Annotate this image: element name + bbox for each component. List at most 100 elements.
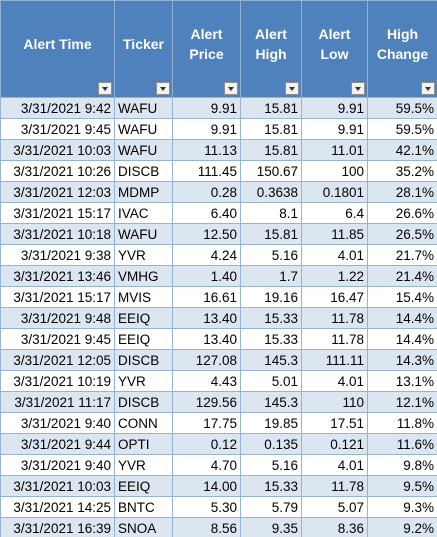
alert-time-cell[interactable]: 3/31/2021 10:19: [0, 370, 115, 392]
ticker-cell[interactable]: IVAC: [114, 202, 173, 224]
alert-high-cell[interactable]: 150.67: [240, 160, 302, 182]
ticker-cell[interactable]: VMHG: [114, 265, 173, 287]
alert-low-cell[interactable]: 1.22: [301, 265, 368, 287]
alert-low-cell[interactable]: 5.07: [301, 496, 368, 518]
alert-time-cell[interactable]: 3/31/2021 11:17: [0, 391, 115, 413]
alert-low-cell[interactable]: 8.36: [301, 517, 368, 537]
high-change-cell[interactable]: 14.3%: [367, 349, 437, 371]
alert-time-cell[interactable]: 3/31/2021 10:26: [0, 160, 115, 182]
high-change-cell[interactable]: 26.6%: [367, 202, 437, 224]
alert-price-cell[interactable]: 111.45: [172, 160, 241, 182]
ticker-cell[interactable]: YVR: [114, 454, 173, 476]
alert-time-cell[interactable]: 3/31/2021 16:39: [0, 517, 115, 537]
alert-price-cell[interactable]: 8.56: [172, 517, 241, 537]
alert-high-cell[interactable]: 19.85: [240, 412, 302, 434]
alert-time-cell[interactable]: 3/31/2021 12:03: [0, 181, 115, 203]
alert-price-cell[interactable]: 0.28: [172, 181, 241, 203]
alert-low-cell[interactable]: 9.91: [301, 97, 368, 119]
alert-price-cell[interactable]: 9.91: [172, 97, 241, 119]
alert-time-cell[interactable]: 3/31/2021 14:25: [0, 496, 115, 518]
alert-time-cell[interactable]: 3/31/2021 9:44: [0, 433, 115, 455]
alert-price-cell[interactable]: 4.24: [172, 244, 241, 266]
ticker-cell[interactable]: DISCB: [114, 391, 173, 413]
ticker-cell[interactable]: YVR: [114, 244, 173, 266]
alert-low-cell[interactable]: 4.01: [301, 370, 368, 392]
high-change-cell[interactable]: 14.4%: [367, 307, 437, 329]
alert-price-cell[interactable]: 5.30: [172, 496, 241, 518]
ticker-filter-button[interactable]: [156, 82, 170, 95]
alert-high-cell[interactable]: 0.135: [240, 433, 302, 455]
ticker-cell[interactable]: DISCB: [114, 349, 173, 371]
alert-price-cell[interactable]: 129.56: [172, 391, 241, 413]
alert-time-filter-button[interactable]: [98, 82, 112, 95]
ticker-cell[interactable]: BNTC: [114, 496, 173, 518]
ticker-cell[interactable]: WAFU: [114, 139, 173, 161]
high-change-cell[interactable]: 59.5%: [367, 118, 437, 140]
ticker-cell[interactable]: EEIQ: [114, 328, 173, 350]
high-change-cell[interactable]: 42.1%: [367, 139, 437, 161]
high-change-cell[interactable]: 9.5%: [367, 475, 437, 497]
high-change-cell[interactable]: 11.8%: [367, 412, 437, 434]
alert-time-cell[interactable]: 3/31/2021 10:03: [0, 475, 115, 497]
alert-low-cell[interactable]: 4.01: [301, 454, 368, 476]
alert-low-cell[interactable]: 11.01: [301, 139, 368, 161]
alert-time-cell[interactable]: 3/31/2021 15:17: [0, 202, 115, 224]
alert-high-cell[interactable]: 5.01: [240, 370, 302, 392]
alert-low-cell[interactable]: 111.11: [301, 349, 368, 371]
ticker-cell[interactable]: MDMP: [114, 181, 173, 203]
alert-high-filter-button[interactable]: [285, 82, 299, 95]
high-change-cell[interactable]: 9.2%: [367, 517, 437, 537]
high-change-cell[interactable]: 13.1%: [367, 370, 437, 392]
alert-price-cell[interactable]: 127.08: [172, 349, 241, 371]
alert-time-cell[interactable]: 3/31/2021 9:40: [0, 454, 115, 476]
alert-price-cell[interactable]: 14.00: [172, 475, 241, 497]
ticker-cell[interactable]: WAFU: [114, 223, 173, 245]
ticker-cell[interactable]: EEIQ: [114, 475, 173, 497]
ticker-cell[interactable]: MVIS: [114, 286, 173, 308]
alert-low-filter-button[interactable]: [351, 82, 365, 95]
alert-low-cell[interactable]: 16.47: [301, 286, 368, 308]
alert-price-cell[interactable]: 13.40: [172, 328, 241, 350]
alert-price-cell[interactable]: 4.43: [172, 370, 241, 392]
alert-price-cell[interactable]: 17.75: [172, 412, 241, 434]
alert-price-cell[interactable]: 0.12: [172, 433, 241, 455]
alert-high-cell[interactable]: 15.81: [240, 223, 302, 245]
alert-high-cell[interactable]: 1.7: [240, 265, 302, 287]
alert-high-cell[interactable]: 19.16: [240, 286, 302, 308]
alert-price-cell[interactable]: 11.13: [172, 139, 241, 161]
ticker-cell[interactable]: WAFU: [114, 118, 173, 140]
ticker-cell[interactable]: WAFU: [114, 97, 173, 119]
high-change-cell[interactable]: 14.4%: [367, 328, 437, 350]
high-change-cell[interactable]: 28.1%: [367, 181, 437, 203]
alert-low-cell[interactable]: 4.01: [301, 244, 368, 266]
alert-time-cell[interactable]: 3/31/2021 10:18: [0, 223, 115, 245]
alert-low-cell[interactable]: 11.78: [301, 475, 368, 497]
alert-price-cell[interactable]: 13.40: [172, 307, 241, 329]
alert-high-cell[interactable]: 145.3: [240, 349, 302, 371]
alert-high-cell[interactable]: 15.81: [240, 118, 302, 140]
alert-time-cell[interactable]: 3/31/2021 9:38: [0, 244, 115, 266]
alert-low-cell[interactable]: 17.51: [301, 412, 368, 434]
ticker-cell[interactable]: YVR: [114, 370, 173, 392]
high-change-cell[interactable]: 35.2%: [367, 160, 437, 182]
alert-time-cell[interactable]: 3/31/2021 10:03: [0, 139, 115, 161]
alert-low-cell[interactable]: 100: [301, 160, 368, 182]
alert-high-cell[interactable]: 5.16: [240, 244, 302, 266]
alert-high-cell[interactable]: 5.16: [240, 454, 302, 476]
alert-price-cell[interactable]: 9.91: [172, 118, 241, 140]
high-change-cell[interactable]: 21.7%: [367, 244, 437, 266]
ticker-cell[interactable]: OPTI: [114, 433, 173, 455]
alert-price-cell[interactable]: 12.50: [172, 223, 241, 245]
alert-price-filter-button[interactable]: [224, 82, 238, 95]
alert-high-cell[interactable]: 145.3: [240, 391, 302, 413]
high-change-cell[interactable]: 15.4%: [367, 286, 437, 308]
alert-time-cell[interactable]: 3/31/2021 9:42: [0, 97, 115, 119]
alert-low-cell[interactable]: 110: [301, 391, 368, 413]
high-change-cell[interactable]: 59.5%: [367, 97, 437, 119]
alert-low-cell[interactable]: 9.91: [301, 118, 368, 140]
alert-low-cell[interactable]: 0.1801: [301, 181, 368, 203]
ticker-cell[interactable]: CONN: [114, 412, 173, 434]
alert-high-cell[interactable]: 8.1: [240, 202, 302, 224]
alert-high-cell[interactable]: 15.81: [240, 97, 302, 119]
alert-price-cell[interactable]: 6.40: [172, 202, 241, 224]
